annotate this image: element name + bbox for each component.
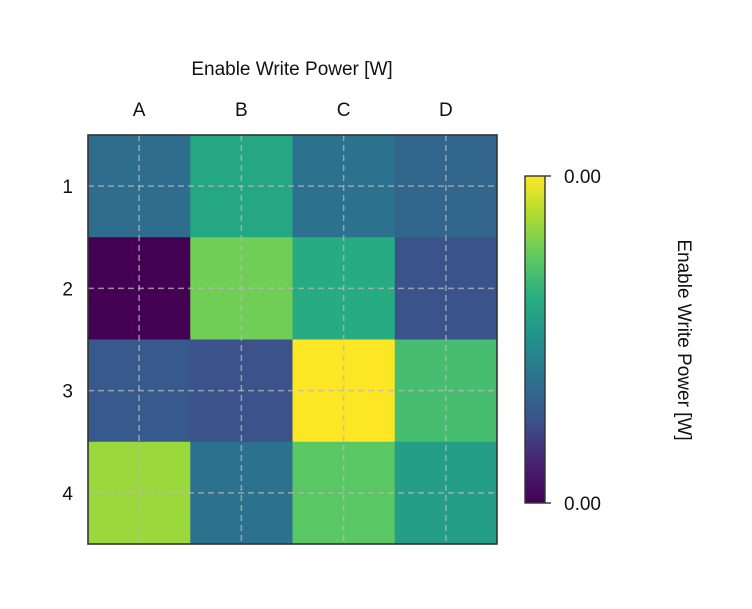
chart-title: Enable Write Power [W] — [191, 59, 392, 80]
heatmap-cells — [88, 135, 498, 545]
colorbar-tick-label: 0.00 — [564, 494, 601, 515]
x-tick-label-D: D — [439, 100, 453, 121]
plot-frame — [87, 134, 498, 545]
colorbar-label: Enable Write Power [W] — [673, 239, 694, 440]
x-tick-label-C: C — [337, 100, 351, 121]
colorbar — [524, 175, 546, 504]
colorbar-tick-label: 0.00 — [564, 167, 601, 188]
y-tick-label-2: 2 — [62, 279, 73, 300]
y-tick-label-1: 1 — [62, 177, 73, 198]
x-tick-label-A: A — [133, 100, 146, 121]
x-tick-labels: A B C D — [133, 100, 453, 121]
y-tick-label-4: 4 — [62, 484, 73, 505]
x-tick-label-B: B — [235, 100, 248, 121]
gridlines — [88, 135, 497, 544]
colorbar-ticks: 0.00 0.00 — [545, 167, 601, 515]
y-tick-label-3: 3 — [62, 382, 73, 403]
y-tick-labels: 1 2 3 4 — [62, 177, 73, 505]
